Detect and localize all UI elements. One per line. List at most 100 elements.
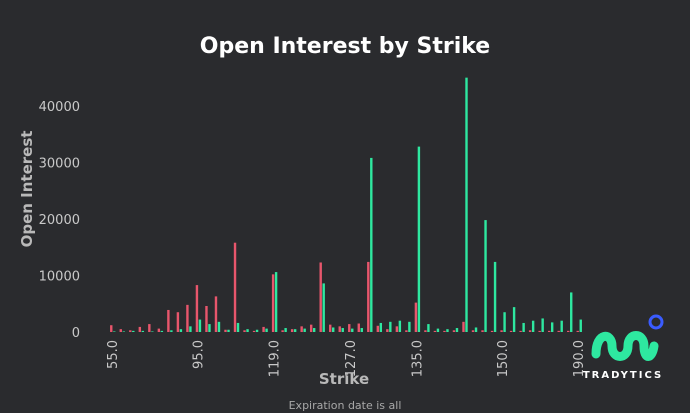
bar bbox=[579, 319, 582, 332]
bar bbox=[446, 329, 449, 332]
bar bbox=[395, 326, 399, 332]
bar bbox=[405, 330, 408, 332]
bar bbox=[474, 327, 478, 332]
bar bbox=[557, 330, 560, 332]
bar bbox=[167, 309, 170, 332]
bar bbox=[322, 283, 325, 332]
bar bbox=[481, 330, 484, 332]
bar bbox=[170, 330, 173, 332]
bar bbox=[531, 320, 535, 332]
bar bbox=[176, 312, 180, 332]
bar bbox=[414, 302, 418, 332]
bar bbox=[138, 326, 142, 332]
y-tick-label: 0 bbox=[72, 326, 80, 341]
bar bbox=[493, 261, 497, 332]
bars bbox=[110, 77, 582, 332]
bar bbox=[217, 321, 221, 332]
bar bbox=[309, 324, 313, 332]
y-tick-label: 30000 bbox=[39, 156, 80, 171]
bar bbox=[122, 331, 125, 332]
bar bbox=[252, 330, 256, 332]
bar bbox=[484, 220, 487, 332]
bar bbox=[417, 146, 421, 332]
bar bbox=[179, 329, 183, 332]
bar bbox=[227, 329, 230, 332]
bar bbox=[189, 326, 192, 332]
bar bbox=[195, 285, 199, 332]
bar bbox=[224, 329, 227, 332]
bar bbox=[490, 330, 494, 332]
bar bbox=[367, 261, 370, 332]
y-axis-ticks: 0 10000 20000 30000 40000 bbox=[39, 100, 80, 341]
bar bbox=[560, 320, 563, 332]
bar bbox=[293, 329, 297, 332]
bar bbox=[503, 312, 506, 332]
logo-wave-icon bbox=[591, 331, 659, 361]
bar bbox=[284, 328, 287, 332]
bar bbox=[386, 329, 389, 332]
bar bbox=[110, 325, 113, 332]
bar bbox=[319, 262, 322, 332]
bar bbox=[312, 328, 316, 332]
bar bbox=[576, 330, 579, 332]
bar bbox=[528, 330, 532, 332]
bar bbox=[398, 320, 402, 332]
bar bbox=[198, 319, 202, 332]
y-tick-label: 10000 bbox=[39, 269, 80, 284]
logo-dot-icon bbox=[648, 314, 664, 330]
bar bbox=[151, 331, 154, 332]
bar bbox=[408, 321, 411, 332]
bar bbox=[509, 330, 513, 332]
tradytics-logo: TRADYTICS bbox=[583, 314, 664, 381]
bar bbox=[341, 328, 344, 332]
bar bbox=[360, 328, 363, 332]
bar bbox=[148, 324, 151, 332]
bar bbox=[233, 242, 237, 332]
bar bbox=[332, 327, 335, 332]
bar bbox=[462, 321, 465, 332]
bar bbox=[160, 330, 164, 332]
bar bbox=[436, 328, 440, 332]
bar bbox=[376, 325, 380, 332]
bar bbox=[300, 326, 303, 332]
bar bbox=[427, 324, 430, 332]
bar bbox=[236, 322, 240, 332]
bar bbox=[379, 322, 383, 332]
bar bbox=[255, 329, 259, 332]
bar bbox=[214, 296, 218, 332]
bar bbox=[500, 330, 503, 332]
bar bbox=[281, 330, 284, 332]
x-tick-label: 135.0 bbox=[410, 340, 425, 377]
bar bbox=[370, 157, 373, 332]
bar bbox=[262, 326, 265, 332]
y-tick-label: 40000 bbox=[39, 100, 80, 115]
x-tick-label: 55.0 bbox=[106, 340, 121, 369]
bar bbox=[567, 330, 570, 332]
bar bbox=[141, 330, 145, 332]
y-axis-label: Open Interest bbox=[18, 131, 36, 248]
bar bbox=[433, 330, 437, 332]
bar bbox=[290, 329, 294, 332]
bar bbox=[274, 272, 278, 332]
bar bbox=[186, 304, 189, 332]
bar bbox=[570, 292, 573, 332]
bar bbox=[265, 328, 268, 332]
x-axis-label: Strike bbox=[319, 370, 369, 388]
expiration-footer: Expiration date is all bbox=[289, 399, 402, 412]
bar bbox=[455, 328, 459, 332]
bar bbox=[303, 328, 306, 332]
bar bbox=[452, 330, 456, 332]
y-tick-label: 20000 bbox=[39, 213, 80, 228]
bar bbox=[424, 330, 427, 332]
bar bbox=[132, 330, 135, 332]
x-axis-ticks: 55.0 95.0 119.0 127.0 135.0 150.0 190.0 bbox=[106, 340, 587, 377]
bar bbox=[119, 329, 122, 332]
x-tick-label: 150.0 bbox=[496, 340, 511, 377]
logo-text: TRADYTICS bbox=[583, 370, 663, 381]
x-tick-label: 119.0 bbox=[268, 340, 283, 377]
bar bbox=[519, 330, 522, 332]
bar bbox=[338, 326, 341, 332]
bar bbox=[389, 321, 392, 332]
bar bbox=[512, 307, 516, 332]
